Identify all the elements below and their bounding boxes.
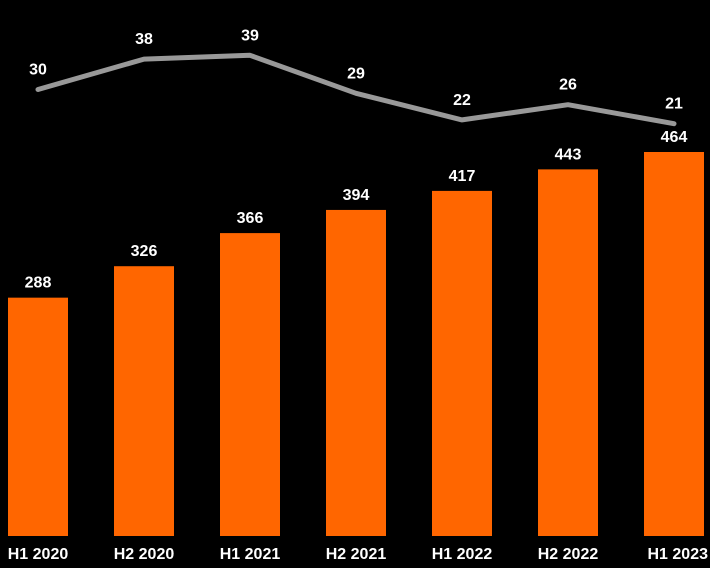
x-tick-label-4: H2 2021 <box>326 546 387 563</box>
bar-5 <box>432 191 492 536</box>
bar-6 <box>538 169 598 536</box>
bar-value-label-6: 443 <box>555 146 582 163</box>
line-value-label-7: 21 <box>665 96 683 113</box>
x-tick-label-7: H1 2023 <box>648 546 709 563</box>
x-tick-label-5: H1 2022 <box>432 546 493 563</box>
bar-value-label-7: 464 <box>661 129 688 146</box>
line-value-label-5: 22 <box>453 92 471 109</box>
bar-7 <box>644 152 704 536</box>
line-value-label-3: 39 <box>241 27 259 44</box>
bar-value-label-1: 288 <box>25 275 52 292</box>
line-value-label-6: 26 <box>559 77 577 94</box>
bar-4 <box>326 210 386 536</box>
x-tick-label-3: H1 2021 <box>220 546 281 563</box>
bar-value-label-4: 394 <box>343 187 370 204</box>
line-value-label-2: 38 <box>135 31 153 48</box>
bar-value-label-3: 366 <box>237 210 264 227</box>
line-value-labels: 30 38 39 29 22 26 21 <box>29 27 683 112</box>
bar-value-label-5: 417 <box>449 168 476 185</box>
bar-2 <box>114 266 174 536</box>
line-value-label-1: 30 <box>29 62 47 79</box>
x-tick-label-6: H2 2022 <box>538 546 599 563</box>
x-tick-label-2: H2 2020 <box>114 546 175 563</box>
bar-1 <box>8 298 68 536</box>
bar-value-label-2: 326 <box>131 243 158 260</box>
bars-group <box>8 152 704 536</box>
bar-3 <box>220 233 280 536</box>
x-axis-tick-labels: H1 2020 H2 2020 H1 2021 H2 2021 H1 2022 H2 20… <box>8 546 708 563</box>
x-tick-label-1: H1 2020 <box>8 546 69 563</box>
line-value-label-4: 29 <box>347 65 365 82</box>
